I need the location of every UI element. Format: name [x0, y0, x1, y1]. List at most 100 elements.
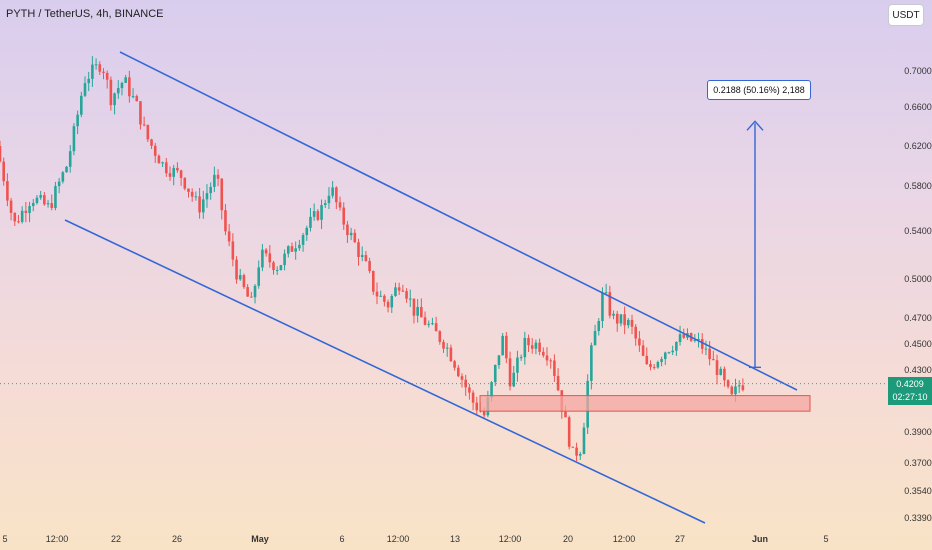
candle: [649, 360, 652, 371]
candle: [172, 164, 176, 186]
candle: [704, 340, 708, 356]
candle: [150, 138, 153, 149]
candle: [630, 314, 634, 335]
candle-body: [401, 290, 405, 292]
candle-body: [364, 255, 368, 262]
candle-body: [35, 197, 39, 203]
candle-body: [534, 342, 538, 349]
candle: [627, 318, 630, 329]
candle-body: [464, 379, 467, 388]
candle: [542, 347, 545, 358]
candle: [57, 177, 61, 194]
candle-body: [471, 392, 475, 403]
candle-body: [482, 411, 486, 416]
candle: [76, 110, 79, 135]
candle-body: [712, 359, 715, 361]
candle-body: [457, 367, 460, 377]
candle: [634, 324, 638, 346]
candle: [375, 282, 379, 305]
candle-body: [405, 291, 408, 299]
candle-body: [168, 173, 172, 177]
candle-body: [708, 348, 711, 360]
candle-body: [209, 186, 212, 194]
candle-body: [697, 339, 700, 341]
candle: [641, 340, 645, 357]
candle-body: [298, 244, 301, 249]
candle-body: [20, 210, 24, 222]
candle: [342, 202, 346, 230]
candle: [530, 338, 534, 354]
candle: [460, 373, 464, 388]
y-tick-label: 0.3900: [904, 427, 932, 437]
candle-body: [578, 454, 582, 456]
candle-body: [309, 216, 312, 228]
candle: [519, 354, 523, 361]
candle: [438, 330, 442, 345]
candle: [183, 177, 187, 191]
candle: [6, 173, 9, 207]
candle-body: [113, 93, 116, 106]
candle-body: [360, 255, 364, 258]
candle-body: [386, 301, 390, 308]
candle: [590, 342, 593, 390]
x-tick-label: 22: [111, 534, 121, 544]
candle-body: [24, 210, 28, 213]
candle-body: [567, 417, 571, 447]
candle: [68, 145, 72, 173]
candle-body: [346, 224, 349, 236]
candle: [309, 207, 312, 232]
candle: [161, 161, 164, 168]
candle-body: [431, 323, 434, 325]
candle: [512, 365, 516, 388]
candle-body: [545, 355, 549, 361]
candle-body: [94, 64, 98, 66]
candle-body: [615, 313, 619, 324]
candle-body: [327, 195, 331, 204]
candle-body: [741, 385, 745, 391]
candle: [231, 233, 235, 267]
candle: [165, 158, 168, 177]
candle: [50, 194, 54, 211]
candle-body: [468, 387, 471, 393]
x-tick-label: May: [251, 534, 269, 544]
candle-body: [179, 170, 183, 178]
candle: [408, 289, 412, 308]
candle: [131, 88, 135, 99]
candle: [434, 316, 438, 332]
candle-body: [371, 270, 375, 292]
candle-body: [198, 196, 201, 213]
candle-body: [83, 83, 87, 96]
candle-body: [493, 365, 497, 383]
candle-body: [519, 357, 523, 359]
candle-body: [116, 88, 120, 94]
candle-body: [542, 351, 545, 356]
candle-body: [294, 248, 297, 252]
candle: [357, 238, 360, 266]
candle: [120, 81, 124, 96]
candle-body: [623, 314, 626, 326]
candle: [553, 354, 556, 382]
candle-body: [253, 285, 257, 298]
candle-body: [416, 306, 419, 316]
candle: [13, 212, 17, 227]
candle-body: [608, 292, 612, 316]
candle-body: [61, 172, 65, 182]
candle: [235, 256, 238, 284]
candle: [397, 282, 401, 295]
candle-body: [305, 227, 309, 236]
candle-body: [283, 253, 286, 266]
x-tick-label: 12:00: [499, 534, 522, 544]
candle: [675, 341, 678, 356]
y-tick-label: 0.7000: [904, 66, 932, 76]
candle: [176, 162, 179, 173]
candle: [312, 203, 316, 221]
candle-body: [357, 242, 360, 258]
candle: [667, 351, 671, 354]
candle: [360, 246, 364, 262]
candle-body: [205, 193, 209, 200]
currency-button[interactable]: USDT: [888, 4, 924, 26]
candle-body: [301, 235, 305, 245]
y-tick-label: 0.5000: [904, 274, 932, 284]
y-tick-label: 0.6600: [904, 102, 932, 112]
